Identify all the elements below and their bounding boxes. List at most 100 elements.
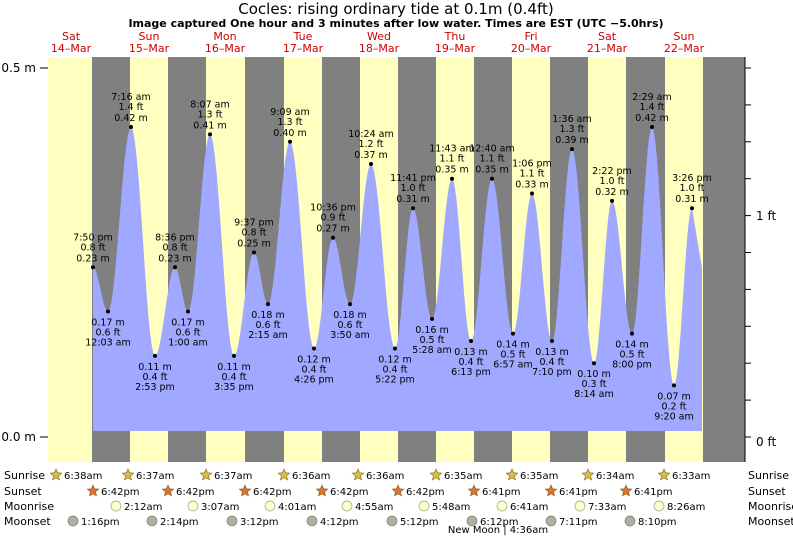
tide-ft-label: 0.5 ft xyxy=(619,350,644,361)
chart-title: Cocles: rising ordinary tide at 0.1m (0.… xyxy=(238,0,553,18)
tide-ft-label: 1.1 ft xyxy=(479,154,504,165)
chart-subtitle: Image captured One hour and 3 minutes af… xyxy=(128,17,663,30)
moonrise-icon xyxy=(110,500,122,512)
moonrise-row-label-left: Moonrise xyxy=(4,500,54,513)
tide-time-label: 8:07 am xyxy=(190,99,229,110)
tide-ft-label: 0.4 ft xyxy=(301,364,326,375)
tide-ft-label: 0.4 ft xyxy=(539,357,564,368)
sunrise-time: 6:35am xyxy=(444,471,482,482)
tide-time-label: 5:28 am xyxy=(412,345,451,356)
day-name-label: Sat xyxy=(598,30,617,43)
tide-point xyxy=(490,176,494,181)
tide-time-label: 5:22 pm xyxy=(375,374,415,385)
sunset-time: 6:41pm xyxy=(559,487,598,498)
day-date-label: 15–Mar xyxy=(129,42,170,55)
sunrise-row-label-right: Sunrise xyxy=(748,469,789,482)
tide-ft-label: 1.3 ft xyxy=(197,109,222,120)
tide-ft-label: 0.2 ft xyxy=(661,401,686,412)
sunset-time: 6:41pm xyxy=(634,487,673,498)
day-date-label: 22–Mar xyxy=(664,42,705,55)
tide-m-label: 0.40 m xyxy=(273,128,306,139)
tide-time-label: 11:41 pm xyxy=(390,173,436,184)
moonrise-time: 8:26am xyxy=(667,502,705,513)
moonrise-row-label-right: Moonrise xyxy=(748,500,793,513)
day-band xyxy=(48,57,92,462)
tide-point xyxy=(672,383,676,388)
tide-point xyxy=(570,147,574,152)
tide-time-label: 2:15 am xyxy=(248,330,287,341)
tide-m-label: 0.35 m xyxy=(435,165,468,176)
tide-time-label: 12:40 am xyxy=(469,144,514,155)
sunrise-icon xyxy=(581,468,595,481)
tide-point xyxy=(511,331,515,336)
tide-time-label: 10:36 pm xyxy=(310,203,356,214)
day-name-label: Tue xyxy=(293,30,313,43)
sunset-icon xyxy=(315,484,329,497)
moonset-row-label-left: Moonset xyxy=(4,515,51,528)
tide-ft-label: 1.0 ft xyxy=(599,176,624,187)
tide-point xyxy=(530,191,534,196)
moonset-time: 2:14pm xyxy=(160,517,199,528)
tide-point xyxy=(232,353,236,358)
tide-point xyxy=(91,265,95,270)
y-tick-label-1ft: 1 ft xyxy=(756,209,776,223)
tide-ft-label: 1.1 ft xyxy=(439,154,464,165)
sunrise-row-label-left: Sunrise xyxy=(4,469,45,482)
tide-time-label: 3:26 pm xyxy=(672,173,712,184)
tide-point xyxy=(288,139,292,144)
moonrise-time: 7:33am xyxy=(588,502,626,513)
tide-m-label: 0.10 m xyxy=(577,369,610,380)
day-date-label: 19–Mar xyxy=(435,42,476,55)
day-date-label: 14–Mar xyxy=(51,42,92,55)
moonrise-icon xyxy=(653,500,665,512)
tide-m-label: 0.42 m xyxy=(635,113,668,124)
tide-ft-label: 0.3 ft xyxy=(581,379,606,390)
tide-point xyxy=(186,309,190,314)
tide-ft-label: 1.4 ft xyxy=(118,102,143,113)
sunrise-icon xyxy=(49,468,63,481)
tide-time-label: 9:20 am xyxy=(654,411,693,422)
tide-ft-label: 0.6 ft xyxy=(255,320,280,331)
tide-time-label: 6:57 am xyxy=(493,360,532,371)
tide-ft-label: 0.5 ft xyxy=(500,350,525,361)
moonset-icon xyxy=(67,515,79,527)
moonset-icon xyxy=(386,515,398,527)
sunrise-icon xyxy=(351,468,365,481)
tide-ft-label: 0.9 ft xyxy=(320,213,345,224)
moonset-time: 4:12pm xyxy=(320,517,359,528)
moonrise-time: 2:12am xyxy=(124,502,162,513)
sunrise-icon xyxy=(429,468,443,481)
tide-point xyxy=(369,161,373,166)
day-date-label: 17–Mar xyxy=(283,42,324,55)
moonset-icon xyxy=(466,515,478,527)
tide-point xyxy=(129,125,133,130)
day-name-label: Wed xyxy=(367,30,391,43)
moonrise-icon xyxy=(187,500,199,512)
tide-m-label: 0.37 m xyxy=(354,150,387,161)
moonrise-time: 4:55am xyxy=(355,502,393,513)
tide-ft-label: 0.8 ft xyxy=(162,242,187,253)
tide-point xyxy=(348,302,352,307)
day-name-label: Sat xyxy=(62,30,81,43)
tide-ft-label: 0.4 ft xyxy=(458,357,483,368)
tide-m-label: 0.11 m xyxy=(217,362,250,373)
tide-point xyxy=(690,206,694,211)
moonrise-icon xyxy=(418,500,430,512)
tide-point xyxy=(630,331,634,336)
tide-time-label: 9:09 am xyxy=(270,107,309,118)
tide-time-label: 4:26 pm xyxy=(294,374,334,385)
tide-m-label: 0.13 m xyxy=(454,347,487,358)
tide-curve xyxy=(93,127,702,437)
tide-ft-label: 0.4 ft xyxy=(142,372,167,383)
moonset-icon xyxy=(226,515,238,527)
tide-ft-label: 1.3 ft xyxy=(559,124,584,135)
tide-m-label: 0.18 m xyxy=(333,310,366,321)
tide-time-label: 10:24 am xyxy=(348,129,393,140)
moonset-time: 3:12pm xyxy=(240,517,279,528)
moonset-icon xyxy=(306,515,318,527)
sunrise-time: 6:36am xyxy=(292,471,330,482)
tide-point xyxy=(173,265,177,270)
sunset-row-label-right: Sunset xyxy=(748,485,786,498)
moonset-icon xyxy=(624,515,636,527)
